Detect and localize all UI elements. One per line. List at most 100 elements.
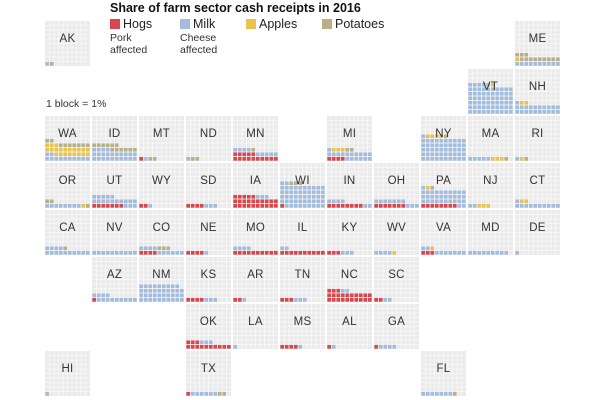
waffle-wi — [280, 163, 325, 208]
block-milk — [280, 190, 285, 195]
block-milk — [363, 156, 368, 161]
waffle-ms — [280, 304, 325, 349]
block-milk — [430, 138, 435, 143]
block-milk — [383, 344, 388, 349]
block-milk — [434, 143, 439, 148]
waffle-me — [515, 21, 560, 66]
block-hogs — [327, 297, 332, 302]
block-milk — [320, 199, 325, 204]
block-milk — [495, 91, 500, 96]
block-milk — [139, 288, 144, 293]
block-hogs — [255, 203, 260, 208]
block-apples — [331, 147, 336, 152]
block-hogs — [349, 297, 354, 302]
state-label: HI — [61, 363, 74, 375]
block-milk — [110, 156, 115, 161]
block-hogs — [354, 203, 359, 208]
block-milk — [519, 105, 524, 110]
block-milk — [152, 297, 157, 302]
block-milk — [336, 152, 341, 157]
block-apples — [336, 147, 341, 152]
block-potatoes — [542, 57, 547, 62]
block-milk — [110, 199, 115, 204]
state-label: UT — [106, 175, 123, 187]
state-tile-ca: CA — [45, 210, 90, 255]
waffle-de — [515, 210, 560, 255]
block-hogs — [336, 156, 341, 161]
block-milk — [434, 190, 439, 195]
block-milk — [293, 194, 298, 199]
block-milk — [499, 91, 504, 96]
block-milk — [316, 199, 321, 204]
state-tile-fl: FL — [421, 351, 466, 396]
block-milk — [123, 199, 128, 204]
block-milk — [208, 340, 213, 345]
legend-note-hogs: Pork affected — [110, 32, 148, 56]
block-apples — [490, 156, 495, 161]
block-milk — [96, 297, 101, 302]
block-potatoes — [349, 147, 354, 152]
state-tile-id: ID — [92, 116, 137, 161]
block-milk — [421, 147, 426, 152]
block-milk — [105, 152, 110, 157]
block-milk — [472, 82, 477, 87]
block-milk — [383, 297, 388, 302]
block-milk — [280, 194, 285, 199]
state-label: PA — [435, 175, 452, 187]
block-apples — [76, 152, 81, 157]
block-milk — [49, 156, 54, 161]
block-potatoes — [63, 143, 68, 148]
block-apples — [499, 156, 504, 161]
block-milk — [101, 156, 106, 161]
block-milk — [477, 82, 482, 87]
state-label: MD — [481, 222, 500, 234]
block-milk — [114, 156, 119, 161]
block-milk — [148, 284, 153, 289]
block-milk — [302, 203, 307, 208]
block-milk — [430, 190, 435, 195]
block-hogs — [443, 203, 448, 208]
block-milk — [421, 391, 426, 396]
state-label: MT — [152, 128, 171, 140]
block-milk — [170, 284, 175, 289]
block-milk — [537, 109, 542, 114]
block-potatoes — [67, 143, 72, 148]
block-hogs — [452, 203, 457, 208]
block-hogs — [327, 156, 332, 161]
state-label: IA — [249, 175, 262, 187]
block-milk — [468, 156, 473, 161]
block-milk — [354, 152, 359, 157]
block-milk — [486, 100, 491, 105]
block-milk — [311, 185, 316, 190]
block-milk — [533, 61, 538, 66]
block-hogs — [139, 156, 144, 161]
block-milk — [481, 91, 486, 96]
block-milk — [85, 156, 90, 161]
block-apples — [45, 143, 50, 148]
block-milk — [340, 250, 345, 255]
block-milk — [101, 147, 106, 152]
block-milk — [269, 152, 274, 157]
block-apples — [81, 152, 86, 157]
block-apples — [63, 152, 68, 157]
block-milk — [537, 105, 542, 110]
block-milk — [336, 199, 341, 204]
block-milk — [448, 147, 453, 152]
block-milk — [495, 96, 500, 101]
waffle-nj — [468, 163, 513, 208]
block-milk — [199, 391, 204, 396]
legend-swatch-milk — [180, 19, 190, 29]
block-hogs — [269, 250, 274, 255]
block-milk — [157, 288, 162, 293]
block-milk — [105, 199, 110, 204]
state-tile-ut: UT — [92, 163, 137, 208]
block-milk — [123, 203, 128, 208]
block-milk — [143, 297, 148, 302]
block-milk — [448, 138, 453, 143]
waffle-ak — [45, 21, 90, 66]
block-milk — [284, 181, 289, 186]
block-hogs — [186, 297, 191, 302]
state-tile-nv: NV — [92, 210, 137, 255]
block-milk — [92, 194, 97, 199]
block-milk — [430, 199, 435, 204]
